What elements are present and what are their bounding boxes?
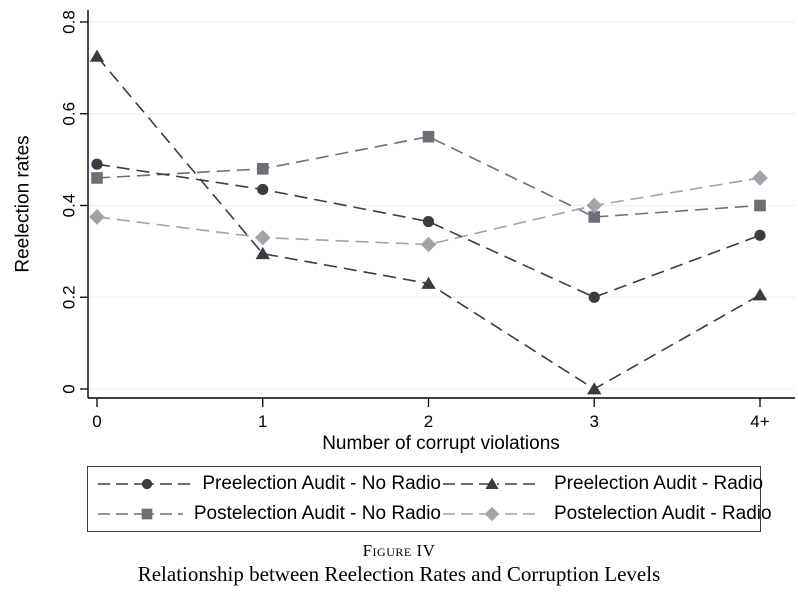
circle-marker-sample-icon <box>98 478 192 490</box>
square-marker <box>91 172 103 184</box>
x-tick-label: 2 <box>424 412 433 431</box>
circle-marker <box>257 183 269 196</box>
diamond-marker-sample-icon <box>443 506 541 522</box>
chart-legend: Preelection Audit - No Radio Preelection… <box>87 466 772 532</box>
square-marker <box>422 130 435 143</box>
y-tick-label: 0.2 <box>60 285 79 309</box>
square-marker-sample-icon <box>98 508 183 520</box>
y-tick-label: 0 <box>60 384 79 393</box>
diamond-marker <box>484 506 500 522</box>
legend-label: Postelection Audit - Radio <box>554 503 772 524</box>
diamond-marker <box>420 236 437 253</box>
x-tick-label: 4+ <box>750 412 769 431</box>
y-tick-label: 0.4 <box>60 194 79 218</box>
square-marker <box>588 211 601 223</box>
circle-marker <box>141 478 153 490</box>
triangle-marker <box>587 382 602 395</box>
series-line-square <box>96 135 761 218</box>
square-marker <box>256 163 269 175</box>
x-tick-label: 3 <box>590 412 599 431</box>
legend-entry: Postelection Audit - Radio <box>441 500 772 528</box>
circle-marker <box>754 229 766 241</box>
diamond-marker <box>89 209 105 225</box>
x-axis-title: Number of corrupt violations <box>322 433 560 454</box>
triangle-marker <box>421 276 436 289</box>
triangle-marker <box>89 49 105 62</box>
x-tick-label: 0 <box>92 412 101 431</box>
legend-label: Postelection Audit - No Radio <box>193 503 441 524</box>
figure-caption: Figure IV Relationship between Reelectio… <box>0 541 798 587</box>
diamond-marker <box>586 197 603 214</box>
square-marker <box>754 199 766 212</box>
figure-number: Figure IV <box>362 541 436 560</box>
series-line-diamond <box>96 177 761 246</box>
x-tick-label: 1 <box>258 412 267 431</box>
diamond-marker <box>254 229 271 246</box>
y-tick-label: 0.8 <box>60 10 79 34</box>
triangle-marker <box>752 288 768 301</box>
legend-entry: Postelection Audit - No Radio <box>96 500 441 528</box>
legend-entry: Preelection Audit - No Radio <box>96 470 441 498</box>
triangle-marker <box>485 477 499 489</box>
triangle-marker-sample-icon <box>443 477 541 489</box>
figure-title: Relationship between Reelection Rates an… <box>137 562 661 586</box>
diamond-marker <box>752 170 768 186</box>
series-line-circle <box>96 163 761 299</box>
legend-label: Preelection Audit - Radio <box>554 473 764 494</box>
line-chart: 0 0.2 0.4 0.6 0.8 0 1 2 3 4+ Reelection rates Num… <box>13 10 795 454</box>
legend-entry: Preelection Audit - Radio <box>441 470 772 498</box>
chart-plot-area: 0 0.2 0.4 0.6 0.8 0 1 2 3 4+ <box>60 10 795 431</box>
circle-marker <box>588 291 600 303</box>
circle-marker <box>422 215 435 228</box>
circle-marker <box>91 158 103 170</box>
y-axis-title: Reelection rates <box>13 135 34 272</box>
y-tick-label: 0.6 <box>60 102 79 126</box>
legend-label: Preelection Audit - No Radio <box>202 473 441 494</box>
triangle-marker <box>255 246 270 260</box>
square-marker <box>141 508 153 520</box>
